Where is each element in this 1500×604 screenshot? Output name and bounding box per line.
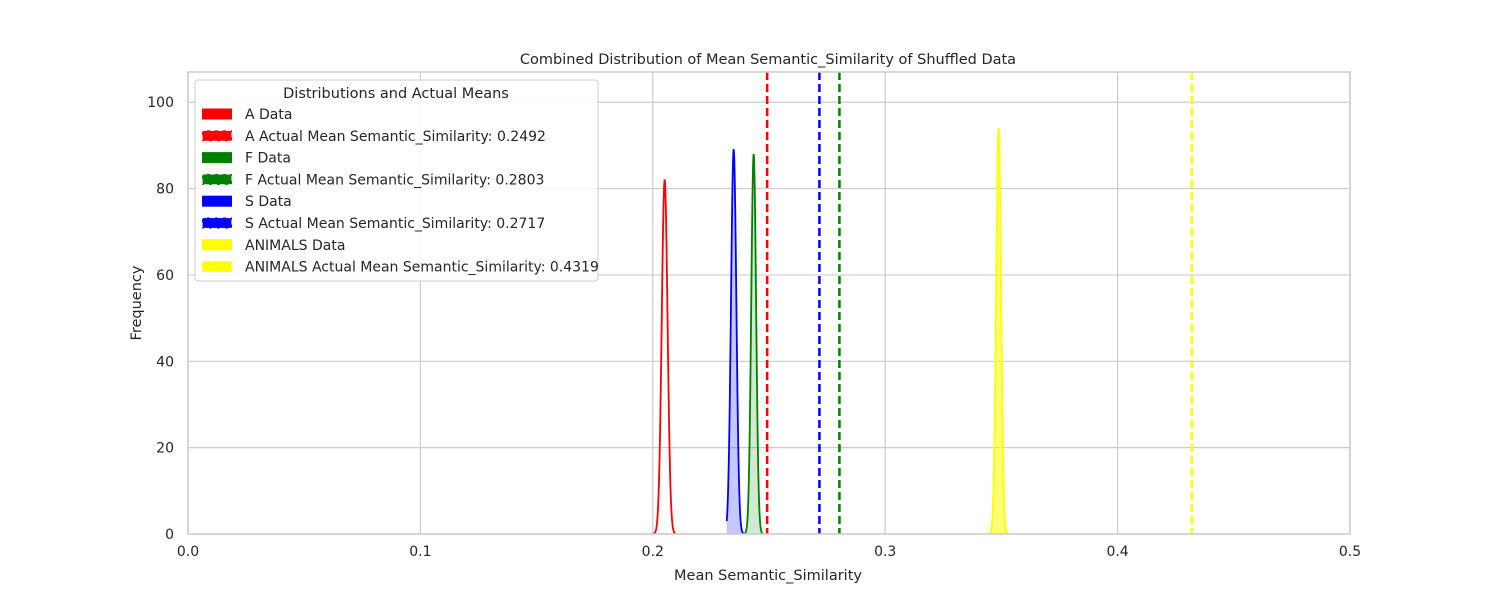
y-tick-label: 60 [156,268,174,284]
x-tick-label: 0.4 [1106,544,1128,560]
legend-dashed-patch [201,260,233,273]
x-tick-label: 0.5 [1339,544,1361,560]
legend-dashed-patch [201,216,233,230]
y-tick-label: 100 [147,95,174,111]
legend-entries: A Data A Actual Mean Semantic_Similarity:… [201,107,599,276]
series-layer [653,128,1009,535]
y-tick-label: 80 [156,182,174,198]
animals-data-area [989,128,1008,534]
x-tick-label: 0.3 [874,544,896,560]
legend-dashed-patch [201,173,233,186]
legend-patch [202,152,232,164]
legend-dashed-patch [201,129,233,142]
chart-title: Combined Distribution of Mean Semantic_S… [520,52,1016,68]
f-data-curve [743,153,764,535]
means-layer [765,72,1193,534]
legend-entry-label: F Actual Mean Semantic_Similarity: 0.280… [245,172,544,188]
legend-entry-label: ANIMALS Actual Mean Semantic_Similarity:… [245,260,599,276]
ticks-layer: 0.0 0.1 0.2 0.3 0.4 0.5 0 20 40 60 80 100 [147,95,1361,560]
s-data-area [726,149,744,534]
y-tick-label: 0 [165,527,174,543]
x-tick-label: 0.0 [177,544,199,560]
f-data-area [744,154,764,535]
a-data-curve [653,179,676,535]
legend-entry-label: F Data [245,151,291,167]
legend-entry-label: A Data [245,107,292,123]
x-tick-label: 0.1 [409,544,431,560]
x-axis-label: Mean Semantic_Similarity [674,568,862,584]
plot-frame [187,71,1351,535]
legend-box [194,79,599,282]
legend-patch [202,195,232,207]
s-data-curve [725,148,745,535]
legend-entry-label: ANIMALS Data [245,238,345,254]
y-tick-label: 20 [156,441,174,457]
y-axis-label: Frequency [129,265,145,340]
x-tick-label: 0.2 [642,544,664,560]
legend-entry-label: S Actual Mean Semantic_Similarity: 0.271… [245,216,545,232]
legend-patch [202,108,232,120]
legend-entry-label: S Data [245,194,292,210]
legend-entry-label: A Actual Mean Semantic_Similarity: 0.249… [245,129,546,145]
legend[interactable]: Distributions and Actual Means A Data A A… [194,79,599,282]
legend-title: Distributions and Actual Means [283,86,509,102]
legend-patch [202,239,232,251]
animals-data-curve [988,128,1009,535]
y-tick-label: 40 [156,354,174,370]
